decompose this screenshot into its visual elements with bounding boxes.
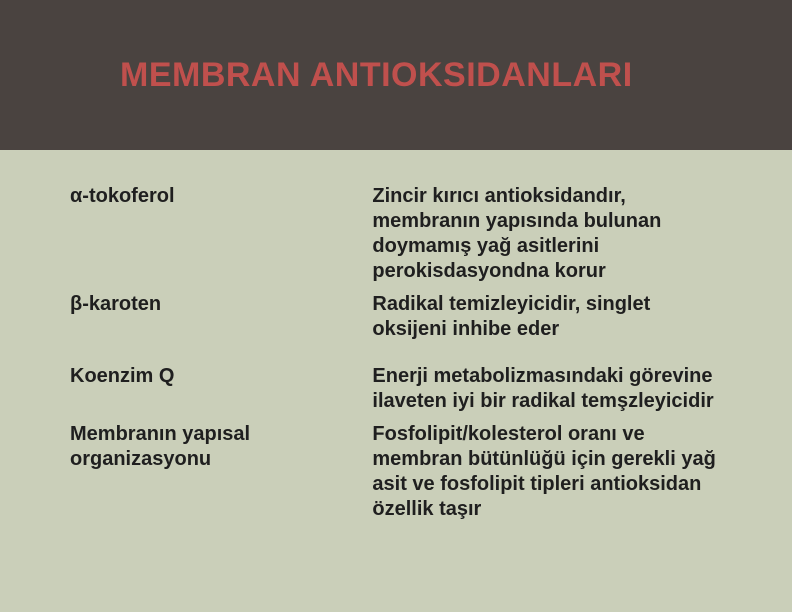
table-row: β-karoten Radikal temizleyicidir, single… [60, 288, 732, 346]
table-row: α-tokoferol Zincir kırıcı antioksidandır… [60, 180, 732, 288]
content-area: α-tokoferol Zincir kırıcı antioksidandır… [0, 150, 792, 546]
table-row: Koenzim Q Enerji metabolizmasındaki göre… [60, 346, 732, 418]
description-cell: Fosfolipit/kolesterol oranı ve membran b… [362, 418, 732, 526]
compound-cell: β-karoten [60, 288, 362, 346]
table-row: Membranın yapısal organizasyonu Fosfolip… [60, 418, 732, 526]
compound-cell: Koenzim Q [60, 346, 362, 418]
compound-cell: α-tokoferol [60, 180, 362, 288]
description-cell: Radikal temizleyicidir, singlet oksijeni… [362, 288, 732, 346]
description-cell: Zincir kırıcı antioksidandır, membranın … [362, 180, 732, 288]
description-cell: Enerji metabolizmasındaki görevine ilave… [362, 346, 732, 418]
header-band: MEMBRAN ANTIOKSIDANLARI [0, 0, 792, 150]
antioxidant-table: α-tokoferol Zincir kırıcı antioksidandır… [60, 180, 732, 526]
compound-cell: Membranın yapısal organizasyonu [60, 418, 362, 526]
slide-title: MEMBRAN ANTIOKSIDANLARI [120, 56, 633, 95]
